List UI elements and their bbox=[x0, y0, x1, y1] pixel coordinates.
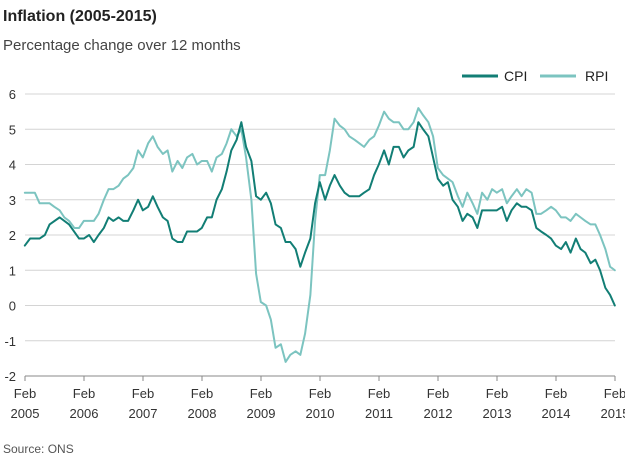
y-tick-label: -1 bbox=[4, 334, 16, 349]
y-tick-label: 2 bbox=[9, 228, 16, 243]
x-tick-label-month: Feb bbox=[132, 386, 154, 401]
series-lines bbox=[23, 107, 616, 363]
chart-subtitle: Percentage change over 12 months bbox=[3, 37, 241, 54]
grid-lines bbox=[25, 93, 615, 377]
x-tick-label-year: 2008 bbox=[188, 406, 217, 421]
y-tick-label: 4 bbox=[9, 158, 16, 173]
axes: 6 5 4 3 2 1 0 -1 -2 Feb 2005 Feb 2006 Feb 2007 Feb 2008 F… bbox=[4, 87, 625, 421]
series-line-rpi bbox=[23, 107, 616, 363]
x-tick-label-year: 2012 bbox=[424, 406, 453, 421]
x-tick-label-month: Feb bbox=[191, 386, 213, 401]
x-tick-label-month: Feb bbox=[545, 386, 567, 401]
legend-label-cpi: CPI bbox=[504, 68, 527, 84]
x-tick-label-month: Feb bbox=[486, 386, 508, 401]
x-tick-label-month: Feb bbox=[14, 386, 36, 401]
y-tick-label: -2 bbox=[4, 369, 16, 384]
x-tick-label-month: Feb bbox=[368, 386, 390, 401]
x-tick-label-year: 2014 bbox=[542, 406, 571, 421]
x-tick-label-year: 2005 bbox=[11, 406, 40, 421]
x-tick-label-year: 2010 bbox=[306, 406, 335, 421]
x-tick-label-month: Feb bbox=[73, 386, 95, 401]
x-tick-label-month: Feb bbox=[604, 386, 625, 401]
x-tick-label-year: 2013 bbox=[483, 406, 512, 421]
y-tick-label: 0 bbox=[9, 299, 16, 314]
x-tick-label-year: 2006 bbox=[70, 406, 99, 421]
y-tick-label: 5 bbox=[9, 122, 16, 137]
source-note: Source: ONS bbox=[3, 442, 74, 456]
legend-label-rpi: RPI bbox=[585, 68, 608, 84]
x-tick-label-year: 2007 bbox=[129, 406, 158, 421]
x-tick-label-month: Feb bbox=[309, 386, 331, 401]
x-tick-label-year: 2009 bbox=[247, 406, 276, 421]
legend: CPI RPI bbox=[462, 68, 608, 84]
series-line-cpi bbox=[23, 121, 616, 307]
chart-title: Inflation (2005-2015) bbox=[3, 8, 157, 25]
y-tick-label: 6 bbox=[9, 87, 16, 102]
y-tick-label: 1 bbox=[9, 263, 16, 278]
x-tick-label-year: 2011 bbox=[365, 406, 393, 421]
y-tick-label: 3 bbox=[9, 193, 16, 208]
x-tick-label-month: Feb bbox=[427, 386, 449, 401]
x-tick-label-year: 2015 bbox=[601, 406, 625, 421]
x-tick-label-month: Feb bbox=[250, 386, 272, 401]
